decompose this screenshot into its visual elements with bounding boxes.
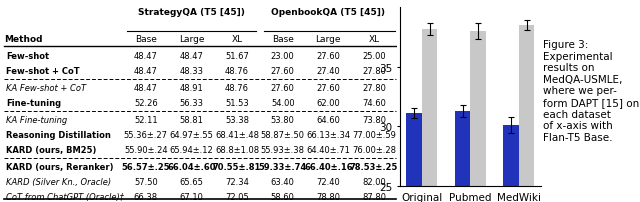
Text: 74.60: 74.60: [362, 98, 386, 107]
Text: 65.65: 65.65: [179, 177, 204, 186]
Text: KARD (ours, BM25): KARD (ours, BM25): [6, 145, 97, 154]
Text: 27.60: 27.60: [316, 84, 340, 93]
Text: 64.97±.55: 64.97±.55: [170, 130, 213, 139]
Text: 72.40: 72.40: [316, 177, 340, 186]
Text: Fine-tuning: Fine-tuning: [6, 98, 61, 107]
Text: Figure 3: Experimental results on
MedQA-USMLE, where we per-
form DAPT [15] on e: Figure 3: Experimental results on MedQA-…: [543, 40, 639, 142]
Text: 78.80: 78.80: [316, 192, 340, 201]
Bar: [504, 125, 519, 202]
Text: 56.57±.25: 56.57±.25: [122, 163, 170, 171]
Text: 48.47: 48.47: [134, 52, 158, 61]
Text: Large: Large: [316, 34, 341, 43]
Text: 53.38: 53.38: [225, 116, 249, 125]
Bar: [470, 32, 486, 202]
Text: 57.50: 57.50: [134, 177, 157, 186]
Text: 27.40: 27.40: [316, 66, 340, 75]
Text: 48.33: 48.33: [179, 66, 204, 75]
Text: Method: Method: [4, 34, 42, 43]
Text: 64.40±.71: 64.40±.71: [307, 145, 350, 154]
Text: Base: Base: [272, 34, 294, 43]
Text: StrategyQA (T5 [45]): StrategyQA (T5 [45]): [138, 8, 245, 17]
Text: CoT from ChatGPT (Oracle)†: CoT from ChatGPT (Oracle)†: [6, 192, 124, 201]
Text: XL: XL: [232, 34, 243, 43]
Text: 82.00: 82.00: [362, 177, 386, 186]
Text: 78.53±.25: 78.53±.25: [350, 163, 398, 171]
Text: 65.94±.12: 65.94±.12: [170, 145, 213, 154]
Text: 58.60: 58.60: [271, 192, 294, 201]
Text: Reasoning Distillation: Reasoning Distillation: [6, 130, 111, 139]
Text: 66.38: 66.38: [134, 192, 158, 201]
Bar: [422, 29, 437, 202]
Text: XL: XL: [369, 34, 380, 43]
Text: 66.13±.34: 66.13±.34: [307, 130, 351, 139]
Text: 48.76: 48.76: [225, 84, 249, 93]
Text: 72.05: 72.05: [225, 192, 249, 201]
Text: 48.47: 48.47: [134, 66, 158, 75]
Text: 87.80: 87.80: [362, 192, 386, 201]
Text: 27.60: 27.60: [271, 66, 294, 75]
Text: 55.93±.38: 55.93±.38: [260, 145, 305, 154]
Text: 27.60: 27.60: [271, 84, 294, 93]
Text: 68.8±1.08: 68.8±1.08: [215, 145, 259, 154]
Bar: [455, 111, 470, 202]
Text: 77.00±.59: 77.00±.59: [352, 130, 396, 139]
Text: 55.36±.27: 55.36±.27: [124, 130, 168, 139]
Text: Few-shot: Few-shot: [6, 52, 49, 61]
Text: 48.91: 48.91: [180, 84, 204, 93]
Text: 23.00: 23.00: [271, 52, 294, 61]
Text: 68.41±.48: 68.41±.48: [215, 130, 259, 139]
Text: 70.55±.81: 70.55±.81: [213, 163, 261, 171]
Text: KARD (Silver Kn., Oracle): KARD (Silver Kn., Oracle): [6, 177, 111, 186]
Text: 52.26: 52.26: [134, 98, 157, 107]
Text: KARD (ours, Reranker): KARD (ours, Reranker): [6, 163, 113, 171]
Text: 27.80: 27.80: [362, 66, 386, 75]
Text: 64.60: 64.60: [316, 116, 340, 125]
Text: 76.00±.28: 76.00±.28: [352, 145, 396, 154]
Text: 66.40±.16: 66.40±.16: [304, 163, 353, 171]
Text: OpenbookQA (T5 [45]): OpenbookQA (T5 [45]): [271, 8, 385, 17]
Text: 67.10: 67.10: [179, 192, 204, 201]
Text: 73.80: 73.80: [362, 116, 386, 125]
Text: Few-shot + CoT: Few-shot + CoT: [6, 66, 79, 75]
Text: 25.00: 25.00: [362, 52, 386, 61]
Text: 54.00: 54.00: [271, 98, 294, 107]
Text: 58.87±.50: 58.87±.50: [260, 130, 305, 139]
Text: 51.53: 51.53: [225, 98, 249, 107]
Text: 63.40: 63.40: [271, 177, 294, 186]
Text: 72.34: 72.34: [225, 177, 249, 186]
Text: 48.47: 48.47: [179, 52, 204, 61]
Text: KA Fine-tuning: KA Fine-tuning: [6, 116, 67, 125]
Text: 59.33±.74: 59.33±.74: [259, 163, 307, 171]
Text: 48.47: 48.47: [134, 84, 158, 93]
Text: 52.11: 52.11: [134, 116, 157, 125]
Text: Base: Base: [135, 34, 157, 43]
Text: 58.81: 58.81: [179, 116, 204, 125]
Text: 56.33: 56.33: [179, 98, 204, 107]
Text: 27.60: 27.60: [316, 52, 340, 61]
Bar: [519, 26, 534, 202]
Text: 66.04±.60: 66.04±.60: [167, 163, 216, 171]
Text: Large: Large: [179, 34, 204, 43]
Text: 51.67: 51.67: [225, 52, 249, 61]
Text: 27.80: 27.80: [362, 84, 386, 93]
Text: 62.00: 62.00: [316, 98, 340, 107]
Text: KA Few-shot + CoT: KA Few-shot + CoT: [6, 84, 86, 93]
Bar: [406, 114, 422, 202]
Text: 55.90±.24: 55.90±.24: [124, 145, 168, 154]
Text: 53.80: 53.80: [271, 116, 294, 125]
Text: 48.76: 48.76: [225, 66, 249, 75]
